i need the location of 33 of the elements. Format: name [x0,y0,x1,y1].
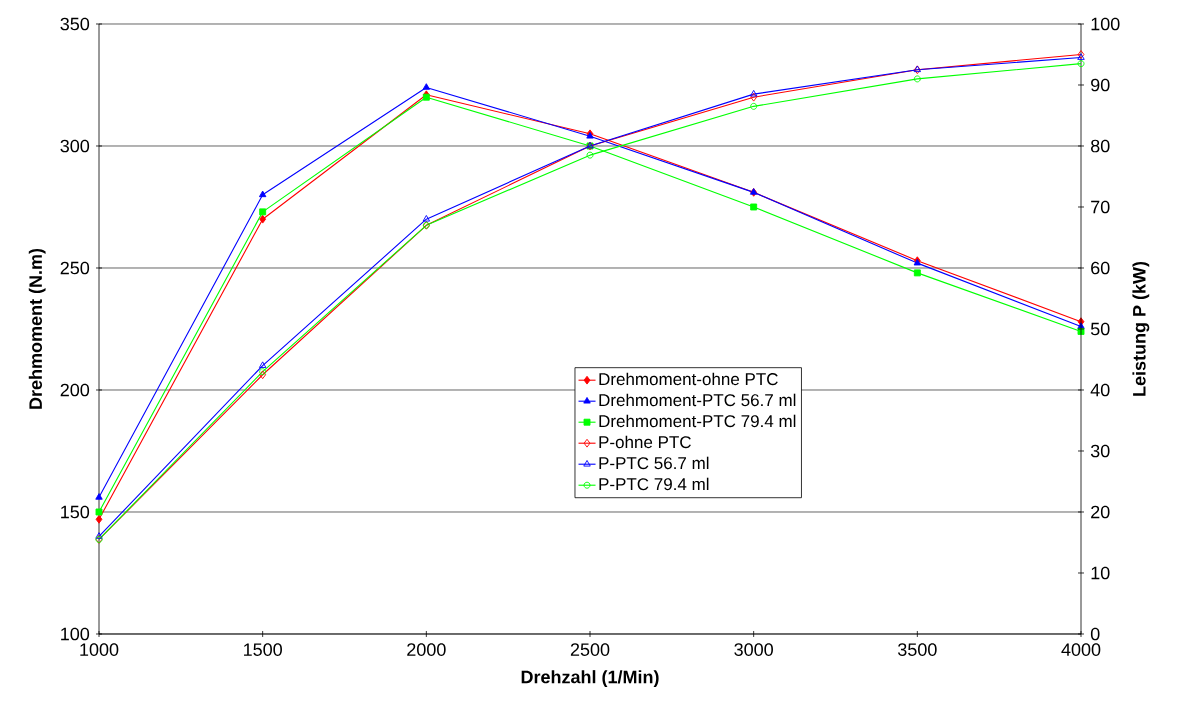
legend-label: Drehmoment-PTC 79.4 ml [599,414,796,428]
y2-axis-title: Leistung P (kW) [1132,261,1150,396]
y2-tick-label: 20 [1091,505,1110,519]
y2-tick-label: 10 [1091,566,1110,580]
legend-label: Drehmoment-ohne PTC [599,372,778,386]
y2-tick-label: 30 [1090,444,1110,458]
y2-tick-label: 70 [1091,200,1110,214]
y2-tick-label: 0 [1090,627,1100,641]
y-tick-label: 200 [60,383,90,397]
y2-tick-label: 80 [1090,139,1110,153]
y-tick-label: 350 [60,17,90,31]
y-tick-label: 250 [60,261,90,275]
y2-tick-label: 100 [1091,17,1120,31]
legend-label: P-PTC 56.7 ml [599,456,709,470]
legend-label: Drehmoment-PTC 56.7 ml [599,393,796,407]
y-tick-label: 300 [60,139,90,153]
x-tick-label: 1500 [244,643,282,656]
x-tick-label: 3500 [898,643,937,656]
y2-tick-label: 40 [1090,383,1110,397]
x-tick-label: 2000 [407,643,446,656]
x-axis-title: Drehzahl (1/Min) [521,670,659,687]
y-tick-label: 150 [61,505,90,519]
x-tick-label: 4000 [1061,643,1101,656]
y-axis-title: Drehmoment (N.m) [28,248,46,409]
legend-label: P-PTC 79.4 ml [599,477,709,491]
legend-label: P-ohne PTC [599,435,691,449]
x-tick-label: 3000 [734,643,773,656]
y2-tick-label: 60 [1091,261,1110,275]
y2-tick-label: 50 [1090,322,1110,336]
x-tick-label: 2500 [570,643,610,656]
y2-tick-label: 90 [1091,78,1110,92]
y-tick-label: 100 [61,627,90,641]
x-tick-label: 1000 [80,643,119,656]
